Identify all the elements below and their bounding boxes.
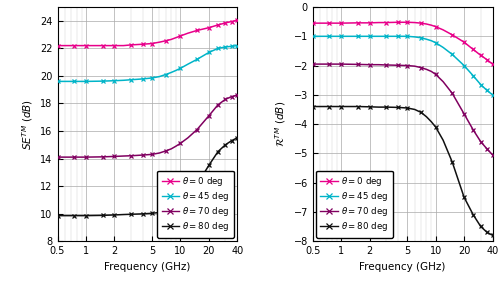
- X-axis label: Frequency (GHz): Frequency (GHz): [360, 261, 446, 272]
- X-axis label: Frequency (GHz): Frequency (GHz): [104, 261, 190, 272]
- Legend: $\theta = 0$ deg, $\theta = 45$ deg, $\theta = 70$ deg, $\theta = 80$ deg: $\theta = 0$ deg, $\theta = 45$ deg, $\t…: [316, 171, 392, 238]
- Y-axis label: $SE^{TM}$ $(dB)$: $SE^{TM}$ $(dB)$: [20, 98, 34, 150]
- Y-axis label: $\mathcal{R}^{TM}$ $(dB)$: $\mathcal{R}^{TM}$ $(dB)$: [273, 101, 288, 147]
- Legend: $\theta = 0$ deg, $\theta = 45$ deg, $\theta = 70$ deg, $\theta = 80$ deg: $\theta = 0$ deg, $\theta = 45$ deg, $\t…: [158, 171, 234, 238]
